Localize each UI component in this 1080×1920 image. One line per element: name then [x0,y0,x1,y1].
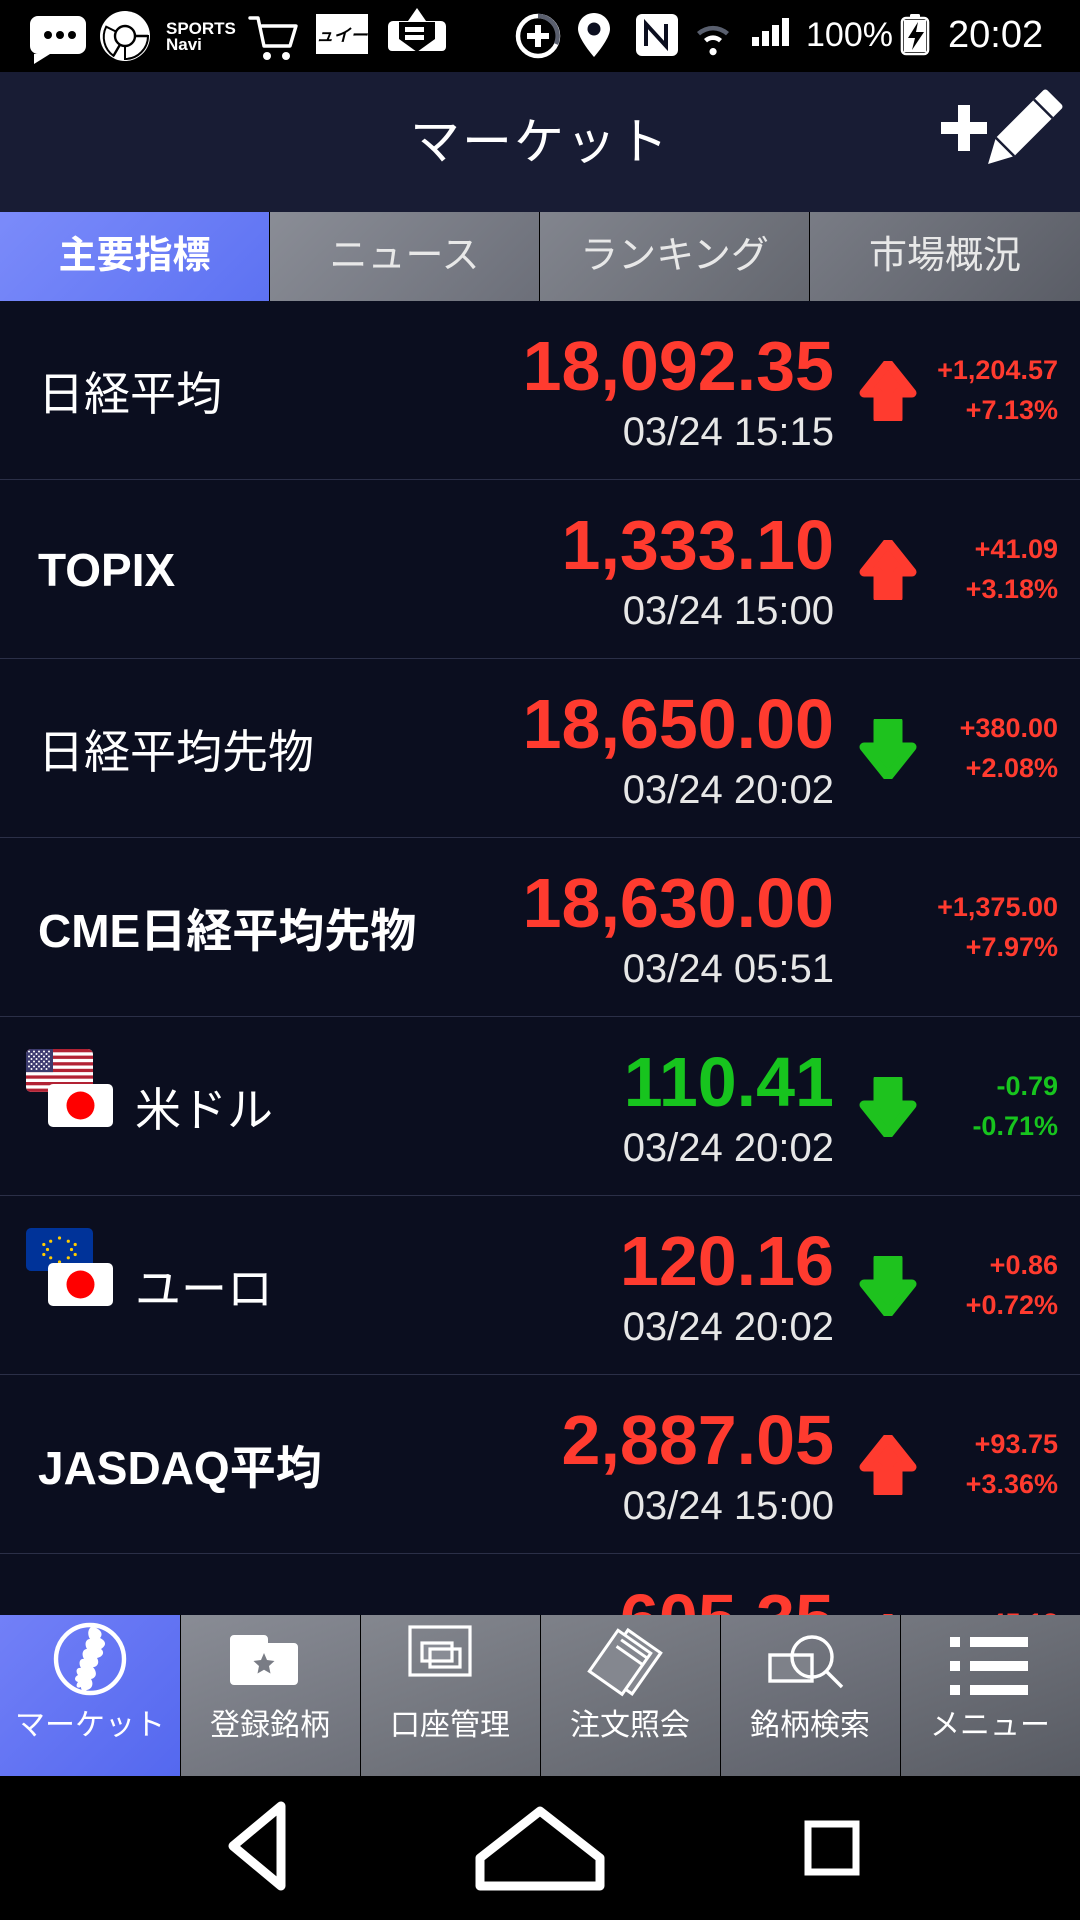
svg-text:口座管理: 口座管理 [390,1709,510,1742]
svg-text:20:02: 20:02 [948,14,1043,56]
svg-text:銘柄検索: 銘柄検索 [750,1709,870,1742]
svg-text:登録銘柄: 登録銘柄 [210,1709,330,1742]
svg-text:Navi: Navi [166,35,202,54]
svg-text:マーケット: マーケット [15,1709,165,1742]
svg-text:ュイー: ュイー [317,26,369,45]
svg-text:100%: 100% [806,16,893,54]
svg-text:注文照会: 注文照会 [570,1709,690,1742]
svg-text:メニュー: メニュー [930,1709,1050,1742]
